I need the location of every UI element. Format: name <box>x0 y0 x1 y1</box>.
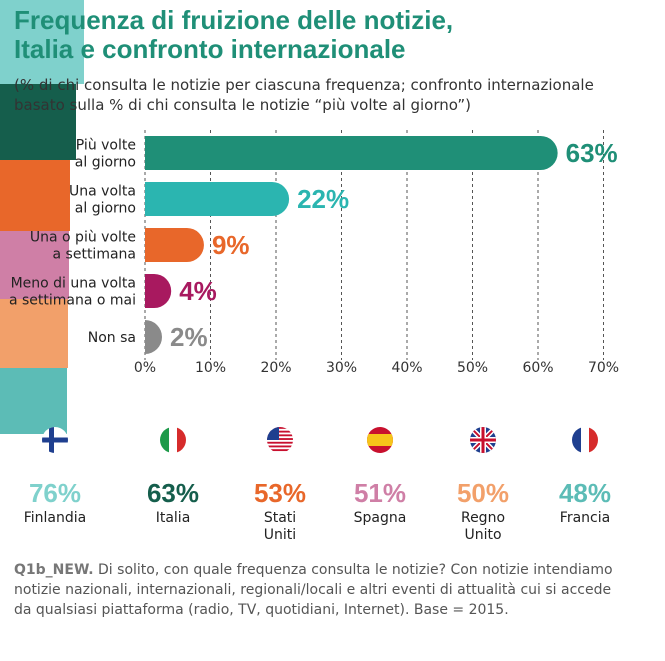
x-tick-label: 10% <box>195 360 226 376</box>
x-tick-label: 70% <box>588 360 619 376</box>
country-name: Regno Unito <box>433 510 533 544</box>
country-name-line: Uniti <box>263 527 297 543</box>
category-label: Una volta <box>69 184 136 200</box>
category-label: al giorno <box>75 155 136 171</box>
value-label: 4% <box>179 276 217 306</box>
bar <box>145 228 204 262</box>
category-label: a settimana o mai <box>9 293 136 309</box>
country-name: Finlandia <box>5 510 105 527</box>
country-name: Stati Uniti <box>230 510 330 544</box>
country-value: 50% <box>456 478 510 508</box>
x-tick-label: 40% <box>391 360 422 376</box>
usa-flag-icon <box>267 427 293 453</box>
subtitle-line-1: (% di chi consulta le notizie per ciascu… <box>14 76 594 94</box>
title-line-2: Italia e confronto internazionale <box>14 34 406 64</box>
bar <box>145 320 162 354</box>
country-name-line: Finlandia <box>23 510 87 526</box>
footnote-line-3: da qualsiasi piattaforma (radio, TV, quo… <box>14 602 509 618</box>
country-name-line: Unito <box>464 527 502 543</box>
value-label: 2% <box>170 322 208 352</box>
category-label: Non sa <box>88 330 136 346</box>
category-label: Meno di una volta <box>11 276 136 292</box>
x-tick-label: 30% <box>326 360 357 376</box>
x-tick-label: 20% <box>260 360 291 376</box>
france-flag-icon <box>572 427 598 453</box>
subtitle-line-2: basato sulla % di chi consulta le notizi… <box>14 96 472 114</box>
country-name-line: Francia <box>559 510 611 526</box>
country-value: 76% <box>28 478 82 508</box>
title-line-1: Frequenza di fruizione delle notizie, <box>14 5 454 35</box>
country-name: Francia <box>535 510 635 527</box>
category-label: al giorno <box>75 201 136 217</box>
footnote-line-1: Di solito, con quale frequenza consulta … <box>93 562 613 578</box>
spain-flag-icon <box>367 427 393 453</box>
country-value: 53% <box>253 478 307 508</box>
value-label: 63% <box>566 138 618 168</box>
country-circle <box>0 84 77 161</box>
footnote: Q1b_NEW. Di solito, con quale frequenza … <box>14 560 654 620</box>
country-circle <box>0 0 84 84</box>
chart-subtitle: (% di chi consulta le notizie per ciascu… <box>14 75 654 115</box>
country-name: Spagna <box>330 510 430 527</box>
value-label: 9% <box>212 230 250 260</box>
country-circle <box>0 160 71 231</box>
bar <box>145 182 290 216</box>
footnote-code: Q1b_NEW. <box>14 562 94 578</box>
x-tick-label: 60% <box>522 360 553 376</box>
country-value: 63% <box>146 478 200 508</box>
value-label: 22% <box>297 184 349 214</box>
footnote-line-2: notizie nazionali, internazionali, regio… <box>14 582 612 598</box>
uk-flag-icon <box>470 427 496 453</box>
country-value: 48% <box>558 478 612 508</box>
country-comparison: 76% Finlandia 63% Italia 53% Stati Uniti 51% Spa… <box>0 0 611 543</box>
country-name-line: Regno <box>460 510 506 526</box>
x-tick-label: 50% <box>457 360 488 376</box>
country-name: Italia <box>123 510 223 527</box>
category-label: Una o più volte <box>30 230 136 246</box>
category-label: a settimana <box>53 247 136 263</box>
country-name-line: Spagna <box>353 510 407 526</box>
chart-title: Frequenza di fruizione delle notizie, It… <box>14 6 654 64</box>
country-value: 51% <box>353 478 407 508</box>
category-label: Più volte <box>76 138 136 154</box>
bar <box>145 274 172 308</box>
country-circle <box>0 299 69 368</box>
country-name-line: Stati <box>263 510 297 526</box>
x-tick-label: 0% <box>134 360 156 376</box>
bar <box>145 136 558 170</box>
finland-flag-icon <box>42 427 68 453</box>
country-name-line: Italia <box>155 510 191 526</box>
country-circle <box>0 367 67 435</box>
country-circle <box>0 230 69 300</box>
italy-flag-icon <box>160 427 186 453</box>
